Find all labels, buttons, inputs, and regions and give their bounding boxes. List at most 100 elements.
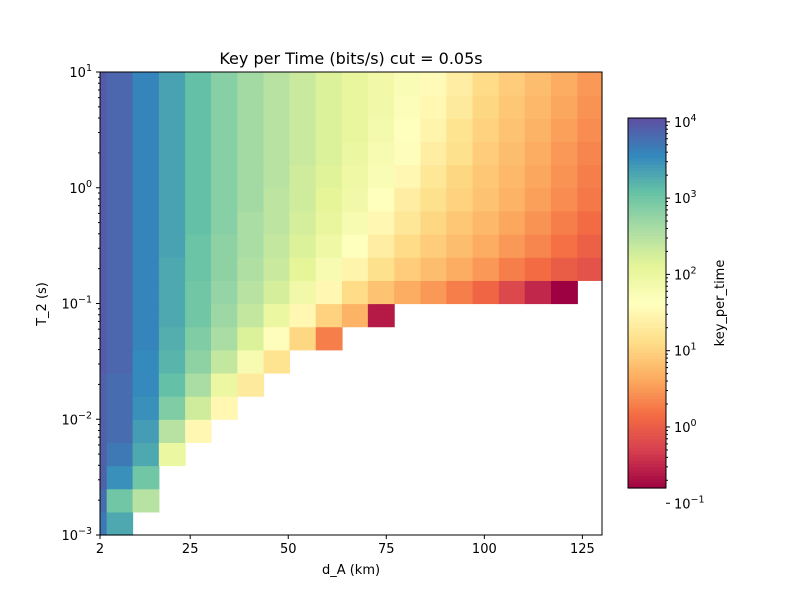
colorbar-segment [628,241,666,246]
colorbar-segment [628,188,666,193]
colorbar-segment [628,293,666,298]
x-axis-label: d_A (km) [322,563,380,578]
colorbar-segment [628,377,666,381]
heatmap-cell [237,72,265,96]
heatmap-cells [100,72,603,536]
heatmap-cell [367,210,395,235]
heatmap-cell [263,141,291,166]
colorbar-segment [628,306,666,310]
heatmap-cell [106,303,134,328]
heatmap-cell [315,303,343,328]
heatmap-cell [185,118,212,143]
heatmap-cell [263,164,291,189]
heatmap-cell [472,234,500,258]
heatmap-cell [315,95,343,119]
colorbar-segment [628,176,666,181]
colorbar-segment [628,349,666,353]
heatmap-cell [315,234,343,258]
heatmap-cell [158,372,186,397]
heatmap-cell [263,187,291,212]
heatmap-cell [158,303,186,328]
y-tick-label: 100 [69,179,92,197]
heatmap-cell [472,72,500,96]
heatmap-cell [237,326,265,351]
heatmap-cell [132,372,160,397]
heatmap-cell [100,419,108,443]
y-axis-ticks: 10−3 10−2 10−1 100 101 [61,63,100,544]
heatmap-cell [100,164,108,189]
colorbar-segment [628,457,666,461]
heatmap-cell [185,419,212,443]
colorbar-segment [628,469,666,474]
colorbar-segment [628,204,666,209]
heatmap-cell [185,326,212,351]
heatmap-cell [132,419,160,443]
colorbar-segment [628,414,666,418]
colorbar-segment [628,201,666,205]
heatmap-cell [237,210,265,235]
heatmap-cell [289,234,317,258]
heatmap-cell [185,303,212,328]
colorbar-segment [628,266,666,270]
heatmap-cell [263,326,291,351]
heatmap-cell [472,187,500,212]
heatmap-cell [315,118,343,143]
heatmap-cell [185,280,212,305]
heatmap-cell [446,234,474,258]
colorbar-segment [628,161,666,165]
heatmap-cell [341,72,369,96]
heatmap-cell [420,280,447,305]
colorbar-segment [628,451,666,455]
heatmap-cell [472,118,500,143]
colorbar-segment [628,290,666,295]
heatmap-cell [263,280,291,305]
colorbar-segment [628,173,666,178]
colorbar-tick-label: 101 [674,342,697,360]
colorbar-segment [628,179,666,184]
colorbar-segment [628,253,666,258]
colorbar-segment [628,401,666,406]
heatmap-cell [472,95,500,119]
colorbar-segment [628,343,666,347]
heatmap-cell [100,349,108,374]
colorbar-segment [628,386,666,390]
colorbar-segment [628,130,666,135]
heatmap-cell [210,303,238,328]
colorbar-segment [628,185,666,190]
colorbar-segment [628,444,666,449]
heatmap-cell [100,326,108,351]
colorbar-segment [628,284,666,289]
heatmap-cell [185,396,212,420]
heatmap-cell [106,72,134,96]
colorbar-segment [628,216,666,221]
heatmap-cell [420,118,447,143]
colorbar-segment [628,426,666,431]
heatmap-cell [100,396,108,420]
heatmap-cell [132,396,160,420]
heatmap-cell [210,95,238,119]
x-tick-label: 50 [280,542,297,557]
colorbar-segment [628,478,666,483]
colorbar-segment [628,463,666,468]
heatmap-cell [577,187,603,212]
colorbar-segment [628,395,666,400]
heatmap-cell [132,95,160,119]
heatmap-cell [185,234,212,258]
colorbar-segment [628,121,666,125]
heatmap-cell [100,187,108,212]
colorbar-segment [628,324,666,329]
heatmap-cell [577,141,603,166]
heatmap-cell [210,72,238,96]
heatmap-cell [341,234,369,258]
heatmap-cell [210,372,238,397]
heatmap-cell [341,141,369,166]
heatmap-cell [289,72,317,96]
colorbar-segment [628,235,666,239]
heatmap-cell [100,511,108,536]
heatmap-cell [100,210,108,235]
heatmap-cell [100,141,108,166]
heatmap-cell [498,280,526,305]
heatmap-cell [106,372,134,397]
heatmap-cell [498,257,526,281]
heatmap-cell [420,187,447,212]
